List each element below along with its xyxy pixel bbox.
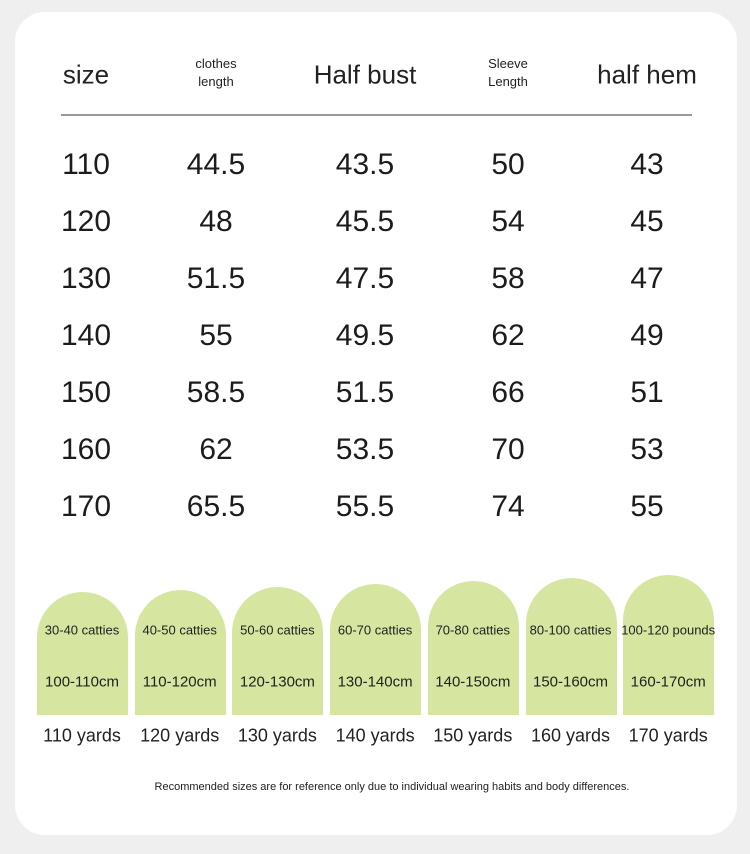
table-cell: 65.5 <box>186 490 246 523</box>
weight-range: 100-120 pounds <box>621 622 716 638</box>
table-cell: 160 <box>60 433 112 466</box>
size-label: 150 yards <box>433 725 513 746</box>
size-label: 160 yards <box>530 725 611 746</box>
size-label: 130 yards <box>237 725 317 746</box>
size-arch <box>134 590 226 715</box>
header-line: Length <box>488 74 528 89</box>
table-cell: 53 <box>630 433 664 466</box>
height-range: 100-110cm <box>45 673 119 691</box>
table-cell: 44.5 <box>186 148 246 181</box>
height-range: 130-140cm <box>337 673 413 691</box>
table-cell: 55.5 <box>335 490 395 523</box>
weight-range: 80-100 catties <box>529 622 612 638</box>
table-cell: 53.5 <box>335 433 395 466</box>
table-cell: 130 <box>60 262 112 295</box>
header-line: Sleeve <box>488 56 528 71</box>
table-cell: 43.5 <box>335 148 395 181</box>
column-header: Sleeve Length <box>488 55 528 91</box>
height-range: 120-130cm <box>239 673 315 691</box>
size-arch <box>37 592 128 715</box>
table-cell: 140 <box>60 319 112 352</box>
size-arch <box>525 578 617 715</box>
column-header: Half bust <box>313 59 417 90</box>
table-cell: 43 <box>630 148 664 181</box>
column-header: size <box>62 59 110 90</box>
size-label: 140 yards <box>335 725 415 746</box>
footer-note: Recommended sizes are for reference only… <box>154 781 630 793</box>
table-cell: 66 <box>491 376 525 409</box>
table-cell: 48 <box>199 205 233 238</box>
size-arch <box>623 575 715 715</box>
table-cell: 51.5 <box>335 376 395 409</box>
column-header: half hem <box>597 59 697 90</box>
table-cell: 62 <box>491 319 525 352</box>
table-cell: 58.5 <box>186 376 246 409</box>
header-line: clothes <box>195 56 237 71</box>
height-range: 160-170cm <box>630 673 706 691</box>
table-cell: 55 <box>630 490 664 523</box>
size-arch <box>232 587 324 715</box>
size-arch <box>427 581 519 715</box>
table-cell: 110 <box>62 148 110 181</box>
table-cell: 150 <box>60 376 112 409</box>
header-rule <box>61 114 692 116</box>
height-range: 150-160cm <box>532 673 609 691</box>
size-label: 110 yards <box>43 725 121 746</box>
header-line: length <box>198 74 234 89</box>
table-cell: 49 <box>630 319 664 352</box>
table-cell: 51 <box>630 376 664 409</box>
height-range: 140-150cm <box>435 673 511 691</box>
table-cell: 62 <box>199 433 233 466</box>
table-cell: 51.5 <box>186 262 246 295</box>
table-cell: 74 <box>491 490 525 523</box>
table-cell: 49.5 <box>335 319 395 352</box>
weight-range: 30-40 catties <box>44 622 120 638</box>
table-cell: 45 <box>630 205 664 238</box>
table-cell: 170 <box>60 490 112 523</box>
size-label: 170 yards <box>628 725 708 746</box>
size-label: 120 yards <box>140 725 220 746</box>
height-range: 110-120cm <box>142 673 217 691</box>
size-arch <box>330 584 422 715</box>
weight-range: 50-60 catties <box>240 622 315 638</box>
weight-range: 70-80 catties <box>435 622 511 638</box>
weight-range: 60-70 catties <box>337 622 413 638</box>
table-cell: 70 <box>491 433 525 466</box>
table-cell: 55 <box>199 319 233 352</box>
table-cell: 47 <box>630 262 664 295</box>
table-cell: 54 <box>491 205 525 238</box>
table-cell: 47.5 <box>335 262 395 295</box>
table-cell: 50 <box>491 148 525 181</box>
table-cell: 45.5 <box>335 205 395 238</box>
column-header: clothes length <box>195 55 236 91</box>
table-cell: 120 <box>60 205 112 238</box>
table-cell: 58 <box>491 262 525 295</box>
weight-range: 40-50 catties <box>142 622 217 638</box>
